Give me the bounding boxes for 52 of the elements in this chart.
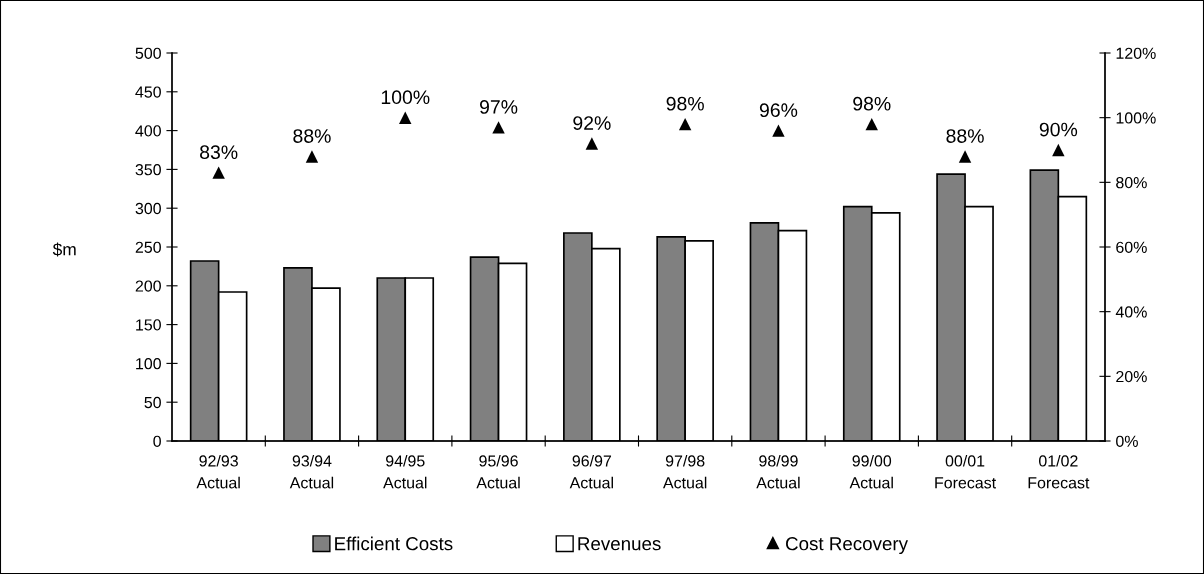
point (585, 137, 599, 150)
x-tick-label: 01/02 Forecast (1028, 454, 1090, 489)
y-tick-label: 250 (135, 241, 161, 253)
y-tick-label: 350 (135, 164, 161, 176)
y2-tick-label: 120% (1116, 47, 1156, 59)
x-tick-label: 98/99 Actual (756, 454, 800, 489)
y-tick-label: 300 (135, 202, 161, 215)
y-tick-label: 50 (144, 396, 161, 409)
data-label: 88% (946, 129, 984, 143)
point (772, 124, 785, 137)
y2-tick-label: 60% (1116, 241, 1147, 253)
data-label: 97% (480, 100, 518, 114)
x-tick-label: 99/00 Actual (849, 454, 893, 489)
data-label: 100% (381, 90, 430, 105)
x-tick-label: 92/93 Actual (196, 454, 240, 489)
point (1052, 143, 1065, 157)
y2-tick-label: 100% (1116, 112, 1156, 124)
x-tick-label: 97/98 Actual (662, 454, 707, 489)
y-tick-label: 150 (136, 319, 161, 331)
x-tick-label: 00/01 Forecast (935, 454, 996, 489)
point (212, 166, 225, 179)
point (305, 150, 319, 163)
x-tick-label: 96/97 Actual (569, 454, 613, 489)
y-tick-label: 100 (136, 358, 161, 370)
data-label: 92% (573, 116, 611, 130)
data-label: 90% (1039, 122, 1078, 137)
data-label: 96% (759, 103, 798, 118)
y2-tick-label: 40% (1115, 306, 1147, 318)
x-tick-label: 94/95 Actual (383, 454, 427, 489)
y-tick-label: 0 (153, 435, 161, 447)
point (958, 150, 972, 163)
point (399, 111, 412, 124)
x-tick-label: 95/96 Actual (476, 454, 520, 489)
point (492, 121, 505, 134)
legend-label: Cost Recovery (786, 537, 908, 555)
x-tick-label: 93/94 Actual (289, 454, 334, 489)
legend-label: Revenues (578, 537, 661, 551)
y-tick-label: 400 (135, 125, 161, 137)
y2-tick-label: 20% (1116, 370, 1147, 383)
y-tick-label: 500 (135, 47, 161, 59)
data-label: 88% (293, 129, 331, 143)
y2-tick-label: 80% (1116, 176, 1147, 189)
point (678, 117, 692, 131)
legend-label: Efficient Costs (335, 536, 453, 551)
data-label: 98% (853, 96, 891, 111)
y-tick-label: 200 (135, 280, 161, 292)
point (865, 117, 878, 131)
y-axis-title: $m (52, 242, 76, 257)
data-label: 98% (666, 96, 704, 111)
data-label: 83% (200, 145, 238, 160)
y-tick-label: 450 (135, 86, 161, 98)
y2-tick-label: 0% (1116, 435, 1138, 447)
